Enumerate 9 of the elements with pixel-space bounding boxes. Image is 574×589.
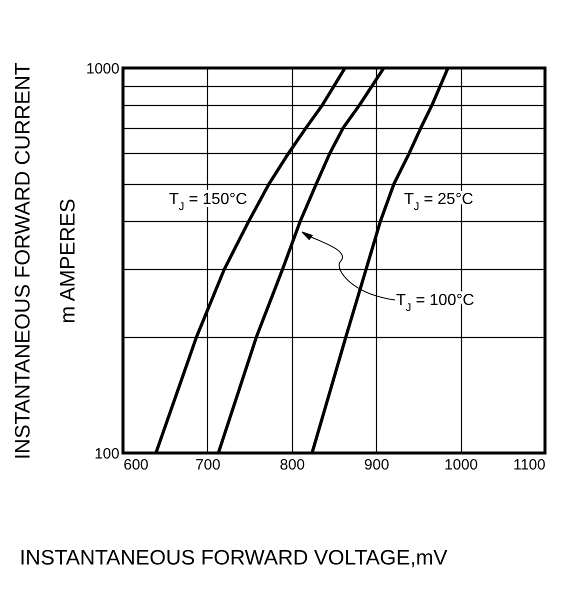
- x-tick-label: 1000: [444, 456, 478, 474]
- x-tick-label: 700: [195, 456, 220, 474]
- x-axis-title: INSTANTANEOUS FORWARD VOLTAGE,mV: [20, 546, 448, 570]
- x-tick-label: 1100: [513, 456, 546, 474]
- y-tick-label: 100: [94, 446, 120, 462]
- y-axis-title: INSTANTANEOUS FORWARD CURRENT m AMPERES: [12, 62, 80, 460]
- x-tick-label: 800: [280, 456, 305, 474]
- x-tick-label: 600: [124, 456, 149, 474]
- x-tick-label: 900: [364, 456, 390, 474]
